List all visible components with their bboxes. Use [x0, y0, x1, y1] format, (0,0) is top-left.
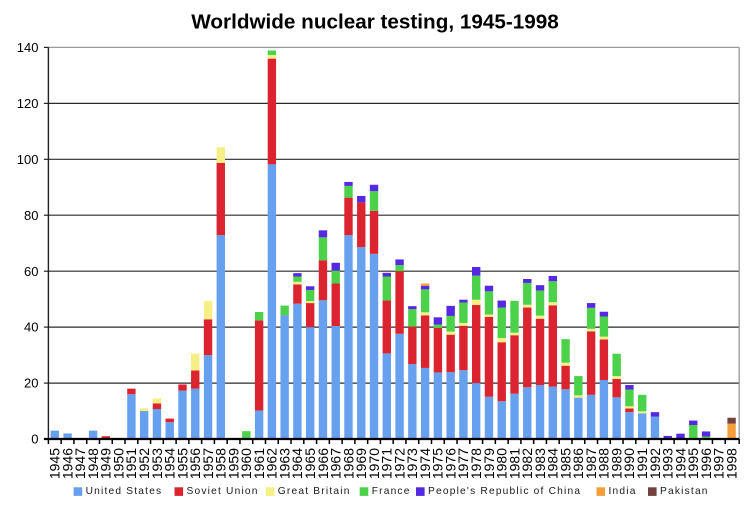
svg-text:1955: 1955 — [174, 448, 190, 479]
svg-text:1961: 1961 — [251, 448, 267, 479]
svg-text:1951: 1951 — [123, 448, 139, 479]
svg-text:1946: 1946 — [59, 448, 75, 479]
svg-text:1971: 1971 — [379, 448, 395, 479]
svg-text:1959: 1959 — [225, 448, 241, 479]
svg-text:1964: 1964 — [289, 448, 305, 479]
svg-text:1950: 1950 — [110, 448, 126, 479]
svg-text:1986: 1986 — [570, 448, 586, 479]
svg-text:1945: 1945 — [47, 448, 63, 479]
svg-text:1990: 1990 — [621, 448, 637, 479]
svg-text:1975: 1975 — [430, 448, 446, 479]
svg-text:1979: 1979 — [481, 448, 497, 479]
svg-text:1956: 1956 — [187, 448, 203, 479]
svg-text:1998: 1998 — [723, 448, 739, 479]
svg-text:1966: 1966 — [315, 448, 331, 479]
svg-text:1952: 1952 — [136, 448, 152, 479]
svg-text:100: 100 — [17, 152, 39, 167]
svg-text:1974: 1974 — [417, 448, 433, 479]
svg-text:1962: 1962 — [264, 448, 280, 479]
svg-text:1947: 1947 — [72, 448, 88, 479]
svg-text:1997: 1997 — [711, 448, 727, 479]
svg-text:Great Britain: Great Britain — [278, 486, 351, 497]
svg-text:1970: 1970 — [366, 448, 382, 479]
svg-text:80: 80 — [24, 208, 38, 223]
svg-text:1953: 1953 — [149, 448, 165, 479]
svg-text:1972: 1972 — [391, 448, 407, 479]
svg-text:1980: 1980 — [494, 448, 510, 479]
svg-text:1988: 1988 — [596, 448, 612, 479]
svg-text:1973: 1973 — [404, 448, 420, 479]
svg-text:United States: United States — [86, 486, 163, 497]
svg-text:1993: 1993 — [660, 448, 676, 479]
svg-text:India: India — [609, 486, 637, 497]
svg-text:1992: 1992 — [647, 448, 663, 479]
svg-text:40: 40 — [24, 320, 38, 335]
svg-text:People's Republic of China: People's Republic of China — [428, 486, 581, 497]
svg-text:1989: 1989 — [608, 448, 624, 479]
svg-text:1982: 1982 — [519, 448, 535, 479]
svg-text:1969: 1969 — [353, 448, 369, 479]
svg-text:1967: 1967 — [328, 448, 344, 479]
svg-text:1977: 1977 — [455, 448, 471, 479]
svg-text:1995: 1995 — [685, 448, 701, 479]
svg-text:1948: 1948 — [85, 448, 101, 479]
svg-text:1963: 1963 — [276, 448, 292, 479]
svg-text:1987: 1987 — [583, 448, 599, 479]
svg-text:60: 60 — [24, 264, 38, 279]
svg-text:1949: 1949 — [98, 448, 114, 479]
svg-text:1984: 1984 — [545, 448, 561, 479]
svg-text:France: France — [372, 486, 411, 497]
svg-text:1981: 1981 — [506, 448, 522, 479]
svg-text:140: 140 — [17, 40, 39, 55]
svg-text:1976: 1976 — [442, 448, 458, 479]
svg-text:1968: 1968 — [340, 448, 356, 479]
svg-text:1960: 1960 — [238, 448, 254, 479]
svg-text:1985: 1985 — [557, 448, 573, 479]
svg-text:Worldwide nuclear testing, 194: Worldwide nuclear testing, 1945-1998 — [191, 11, 559, 34]
svg-text:20: 20 — [24, 376, 38, 391]
svg-text:1957: 1957 — [200, 448, 216, 479]
svg-text:1978: 1978 — [468, 448, 484, 479]
svg-text:1994: 1994 — [672, 448, 688, 479]
svg-text:Soviet Union: Soviet Union — [187, 486, 259, 497]
svg-text:1965: 1965 — [302, 448, 318, 479]
svg-text:0: 0 — [31, 432, 38, 447]
svg-text:1991: 1991 — [634, 448, 650, 479]
svg-text:120: 120 — [17, 96, 39, 111]
svg-text:1983: 1983 — [532, 448, 548, 479]
svg-text:1954: 1954 — [162, 448, 178, 479]
svg-text:1996: 1996 — [698, 448, 714, 479]
svg-text:Pakistan: Pakistan — [660, 486, 709, 497]
svg-text:1958: 1958 — [213, 448, 229, 479]
